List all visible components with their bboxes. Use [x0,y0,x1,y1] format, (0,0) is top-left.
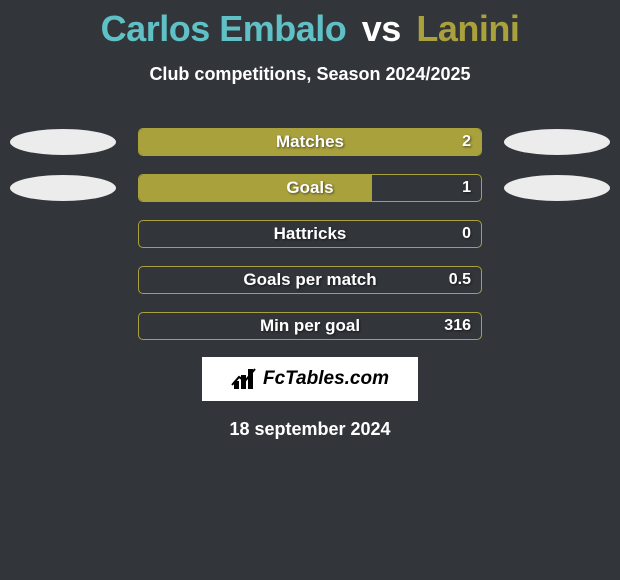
player1-ellipse [10,175,116,201]
brand-badge: FcTables.com [202,357,418,401]
stat-row: Min per goal316 [0,311,620,341]
stat-row: Goals per match0.5 [0,265,620,295]
stat-bar: Hattricks0 [138,220,482,248]
stat-row: Hattricks0 [0,219,620,249]
date-text: 18 september 2024 [0,419,620,440]
stat-bar: Goals1 [138,174,482,202]
stat-bar: Min per goal316 [138,312,482,340]
comparison-title: Carlos Embalo vs Lanini [0,0,620,50]
player1-ellipse [10,129,116,155]
player2-name: Lanini [416,8,519,49]
stat-label: Hattricks [139,224,481,244]
stat-value: 316 [444,317,471,335]
subtitle: Club competitions, Season 2024/2025 [0,64,620,85]
stats-rows: Matches2Goals1Hattricks0Goals per match0… [0,127,620,341]
stat-row: Goals1 [0,173,620,203]
vs-text: vs [362,8,401,49]
stat-label: Goals [139,178,481,198]
stat-bar: Matches2 [138,128,482,156]
player2-ellipse [504,129,610,155]
stat-value: 0.5 [449,271,471,289]
stat-value: 1 [462,179,471,197]
stat-label: Matches [139,132,481,152]
stat-row: Matches2 [0,127,620,157]
player1-name: Carlos Embalo [101,8,347,49]
brand-text: FcTables.com [263,368,389,390]
bar-chart-icon [231,367,259,391]
stat-label: Min per goal [139,316,481,336]
stat-bar: Goals per match0.5 [138,266,482,294]
stat-label: Goals per match [139,270,481,290]
stat-value: 2 [462,133,471,151]
player2-ellipse [504,175,610,201]
stat-value: 0 [462,225,471,243]
